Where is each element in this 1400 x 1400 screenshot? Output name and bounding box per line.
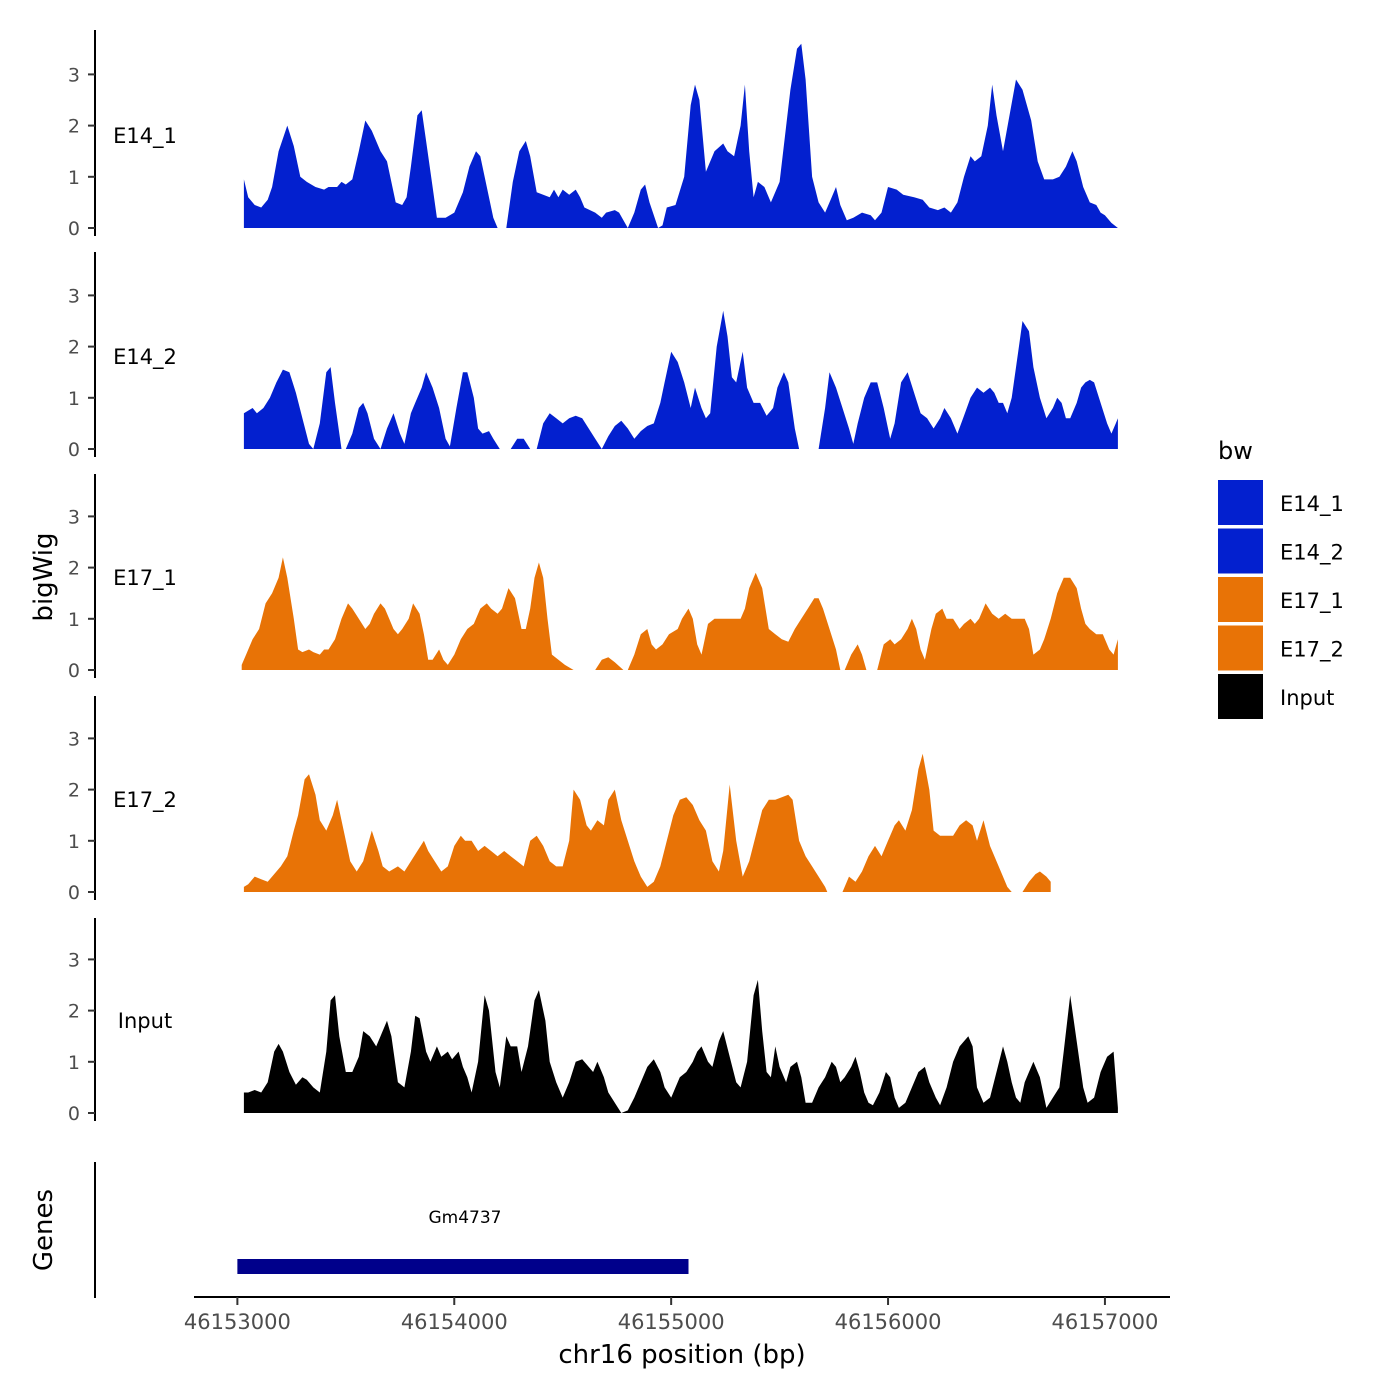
legend-label: E14_1	[1280, 492, 1344, 517]
y-tick-label: 2	[68, 780, 80, 802]
y-tick-label: 1	[68, 167, 80, 189]
x-tick-label: 46154000	[401, 1310, 508, 1334]
legend-swatch-E14_2	[1218, 528, 1263, 574]
track-E14_2: 0 1 2 3 E14_2	[68, 252, 1118, 461]
legend-label: Input	[1280, 686, 1334, 710]
x-axis-title: chr16 position (bp)	[558, 1340, 805, 1370]
x-axis-ticks: 46153000 46154000 46155000 46156000 46157000	[184, 1297, 1158, 1334]
y-tick-label: 1	[68, 1052, 80, 1074]
y-tick-label: 0	[68, 218, 80, 240]
track-label: Input	[118, 1009, 172, 1033]
legend-label: E17_2	[1280, 638, 1344, 663]
legend-label: E14_2	[1280, 541, 1344, 566]
coverage-area-Input	[243, 979, 1118, 1113]
coverage-area-E17_1	[241, 557, 1118, 670]
coverage-area-E14_2	[243, 310, 1118, 449]
y-tick-label: 1	[68, 831, 80, 853]
y-tick-label: 2	[68, 116, 80, 138]
y-tick-label: 3	[68, 506, 80, 528]
legend-swatch-E14_1	[1218, 480, 1263, 525]
y-tick-label: 0	[68, 660, 80, 682]
x-tick-label: 46157000	[1051, 1310, 1158, 1334]
legend-label: E17_1	[1280, 589, 1344, 614]
y-tick-label: 1	[68, 609, 80, 631]
y-tick-label: 2	[68, 558, 80, 580]
coverage-area-E14_1	[243, 43, 1118, 229]
track-label: E14_2	[113, 345, 177, 370]
y-tick-label: 0	[68, 1103, 80, 1125]
legend-swatch-Input	[1218, 674, 1263, 719]
track-Input: 0 1 2 3 Input	[68, 918, 1118, 1125]
legend-swatch-E17_1	[1218, 577, 1263, 622]
y-tick-label: 1	[68, 388, 80, 410]
y-tick-label: 2	[68, 337, 80, 359]
y-tick-label: 3	[68, 285, 80, 307]
track-E17_2: 0 1 2 3 E17_2	[68, 696, 1051, 904]
track-E17_1: 0 1 2 3 E17_1	[68, 474, 1118, 682]
track-label: E17_2	[113, 788, 177, 813]
coverage-area-E17_2	[243, 753, 1051, 892]
y-tick-label: 3	[68, 949, 80, 971]
y-axis-title: bigWig	[29, 532, 59, 621]
coverage-tracks: 0 1 2 3 E14_1 0 1 2 3 E14_2 0 1 2 3 E17_1 0 1 2 3 E17_2 0 1 2 3…	[68, 30, 1118, 1125]
y-tick-label: 3	[68, 64, 80, 86]
legend-swatch-E17_2	[1218, 625, 1263, 671]
track-label: E14_1	[113, 124, 177, 149]
gene-bar-Gm4737	[237, 1259, 689, 1274]
y-tick-label: 3	[68, 728, 80, 750]
y-tick-label: 0	[68, 882, 80, 904]
y-tick-label: 0	[68, 439, 80, 461]
x-tick-label: 46156000	[835, 1310, 942, 1334]
x-tick-label: 46155000	[618, 1310, 725, 1334]
y-tick-label: 2	[68, 1001, 80, 1023]
track-label: E17_1	[113, 566, 177, 591]
gene-label: Gm4737	[429, 1208, 502, 1228]
legend-title: bw	[1218, 437, 1253, 465]
legend: bw E14_1 E14_2 E17_1 E17_2 Input	[1218, 437, 1344, 719]
x-tick-label: 46153000	[184, 1310, 291, 1334]
track-E14_1: 0 1 2 3 E14_1	[68, 30, 1118, 240]
gene-track: Gm4737	[237, 1208, 689, 1274]
genes-track-title: Genes	[29, 1189, 59, 1271]
